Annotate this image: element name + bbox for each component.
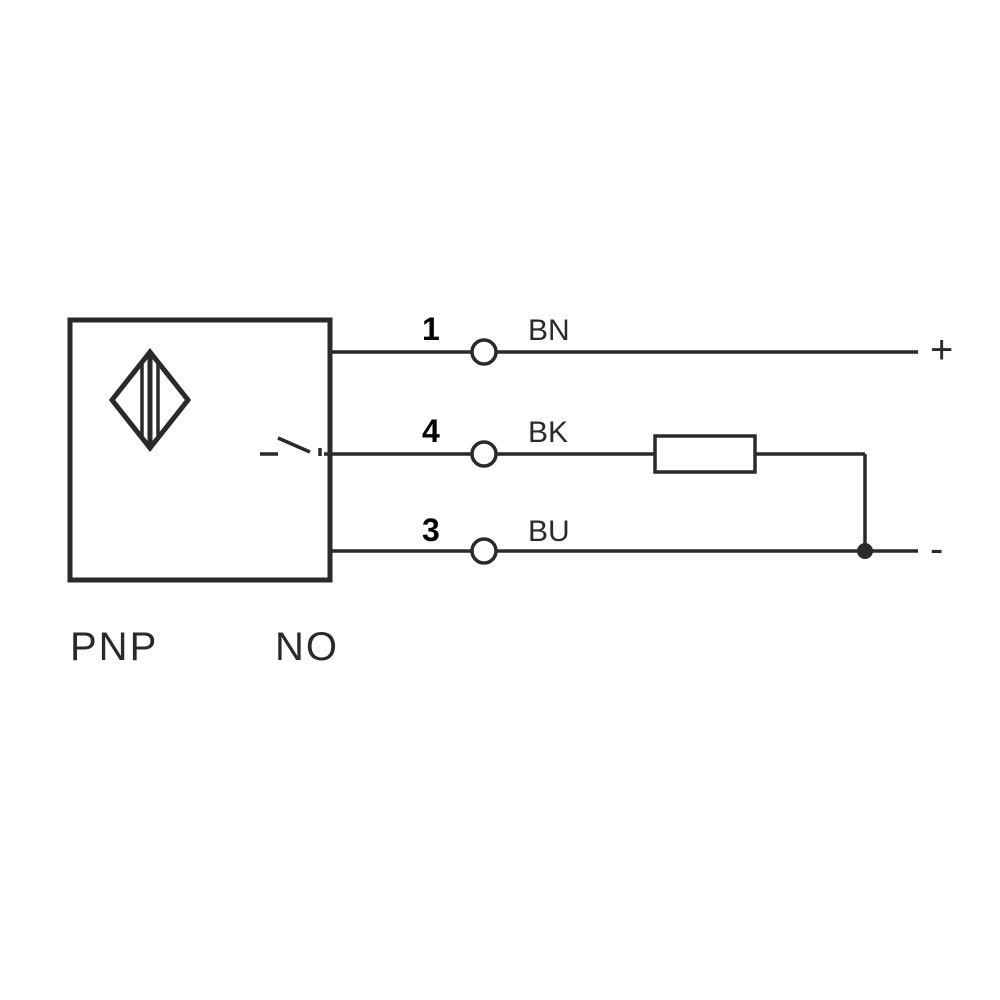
sensor-type-label: PNP xyxy=(70,625,158,669)
polarity-minus: - xyxy=(930,527,943,571)
junction-dot xyxy=(857,543,873,559)
polarity-plus: + xyxy=(930,328,953,372)
wiring-diagram: 1 BN +4 BK 3 BU - PNP NO xyxy=(0,0,1000,1000)
wire-label-bu: BU xyxy=(528,515,570,548)
wire-label-bk: BK xyxy=(528,416,568,449)
pin-label-3: 3 xyxy=(422,512,440,548)
sensor-box xyxy=(70,320,330,580)
load-resistor xyxy=(655,436,755,472)
wire-label-bn: BN xyxy=(528,314,570,347)
terminal-3 xyxy=(472,539,496,563)
pin-label-1: 1 xyxy=(422,311,440,347)
output-mode-label: NO xyxy=(275,625,339,669)
terminal-4 xyxy=(472,442,496,466)
pin-label-4: 4 xyxy=(422,413,440,449)
switch-arm xyxy=(278,438,310,452)
terminal-1 xyxy=(472,340,496,364)
